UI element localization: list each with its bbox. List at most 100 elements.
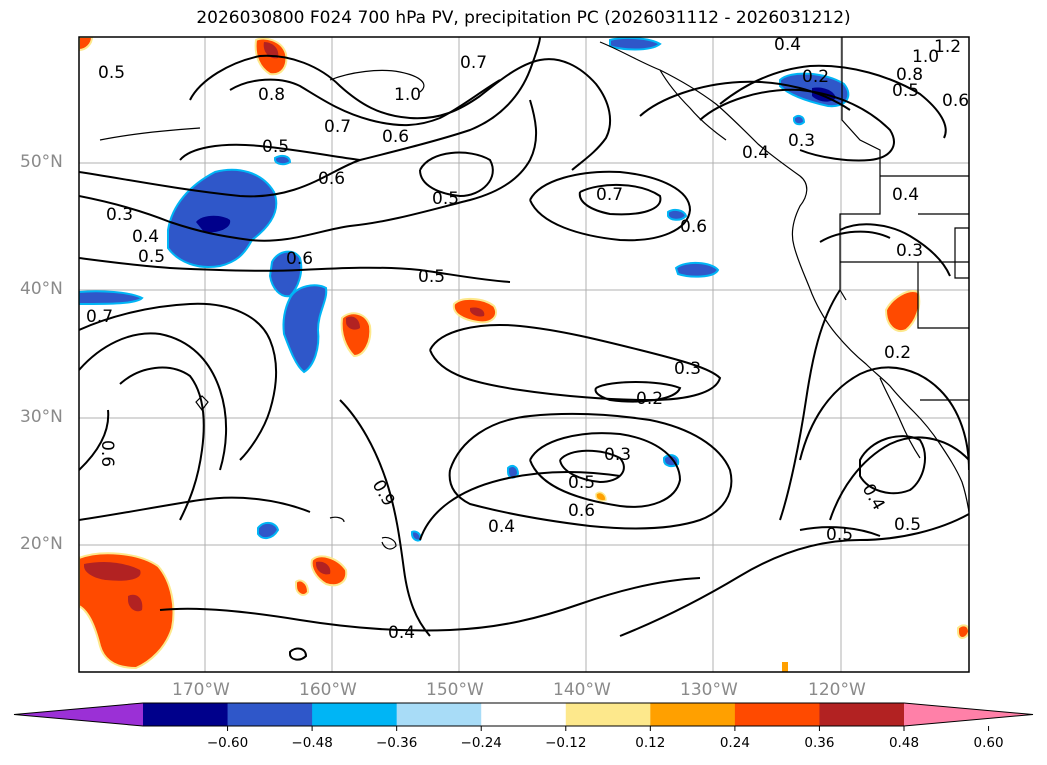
contour-label: 0.5 — [432, 189, 459, 209]
contour-label: 0.6 — [680, 217, 707, 237]
contour-label: 0.2 — [636, 389, 663, 409]
contour-label: 0.6 — [942, 91, 969, 111]
precip-blob — [667, 208, 688, 221]
precip-blob — [674, 262, 720, 278]
contour-label: 0.2 — [802, 67, 829, 87]
colorbar-tick-label: −0.24 — [460, 735, 502, 751]
contour-label: 0.4 — [774, 35, 801, 55]
contour-label: 0.6 — [97, 440, 117, 467]
colorbar-segment — [565, 703, 651, 726]
precip-blob-core — [346, 316, 360, 330]
contour-label: 1.2 — [934, 37, 961, 57]
contour-label: 0.6 — [568, 501, 595, 521]
colorbar-segment — [481, 703, 567, 726]
precip-blob-core — [470, 307, 485, 317]
precip-positive-areas — [79, 37, 969, 672]
lon-label-140w: 140°W — [553, 680, 611, 700]
precip-blob — [609, 37, 662, 51]
colorbar-segment — [819, 703, 905, 726]
precip-blob — [793, 114, 806, 126]
colorbar-segment — [734, 703, 820, 726]
contour-label: 0.3 — [674, 359, 701, 379]
map-frame — [78, 36, 970, 673]
gridlines — [79, 37, 969, 672]
contour-label: 0.5 — [892, 81, 919, 101]
contour-label: 0.5 — [262, 137, 289, 157]
contour-label: 0.6 — [382, 127, 409, 147]
colorbar-tick-label: 0.48 — [888, 735, 920, 751]
precip-blob — [257, 522, 280, 540]
precip-blob-core — [128, 594, 143, 612]
contour-labels: 0.5 0.8 0.7 1.0 0.7 0.6 0.5 0.6 0.4 0.2 … — [86, 35, 969, 643]
lon-label-120w: 120°W — [808, 680, 866, 700]
colorbar-extend-min — [14, 703, 143, 726]
contour-label: 1.0 — [394, 85, 421, 105]
colorbar-extend-max — [904, 703, 1033, 726]
colorbar-segment — [396, 703, 482, 726]
colorbar-tick-label: 0.24 — [719, 735, 750, 751]
contour-label: 0.3 — [788, 131, 815, 151]
precip-blob — [507, 465, 520, 479]
colorbar-tick-label: 0.36 — [804, 735, 835, 751]
colorbar-segment — [227, 703, 313, 726]
contour-label: 0.8 — [258, 85, 285, 105]
colorbar-segment — [312, 703, 398, 726]
contour-label: 0.3 — [106, 205, 133, 225]
lat-label-30n: 30°N — [20, 407, 63, 427]
precip-blob — [295, 579, 310, 596]
precip-blob-core — [84, 562, 141, 581]
contour-label: 0.3 — [604, 445, 631, 465]
precip-blob — [884, 290, 921, 332]
colorbar-segment — [650, 703, 736, 726]
colorbar-tick-label: −0.60 — [206, 735, 249, 751]
contour-label: 0.4 — [742, 143, 769, 163]
colorbar-segment — [143, 703, 229, 726]
lat-label-20n: 20°N — [20, 534, 63, 554]
colorbar-outline — [13, 702, 1034, 727]
contour-label: 1.0 — [912, 47, 939, 67]
lat-label-50n: 50°N — [20, 152, 63, 172]
contour-label: 0.5 — [894, 515, 921, 535]
colorbar-tick-label: −0.12 — [545, 735, 587, 751]
precip-negative-areas — [79, 37, 850, 542]
precip-blob — [411, 530, 422, 542]
contour-label: 0.4 — [488, 517, 515, 537]
precip-blob — [595, 491, 607, 502]
contour-label: 0.4 — [892, 185, 919, 205]
contour-label: 0.3 — [896, 241, 923, 261]
pv-contours — [79, 37, 969, 661]
contour-label: 0.7 — [324, 117, 351, 137]
contour-label: 0.6 — [286, 249, 313, 269]
contour-label: 0.6 — [318, 169, 345, 189]
colorbar-tick-label: 0.12 — [635, 735, 666, 751]
map-panel: 0.5 0.8 0.7 1.0 0.7 0.6 0.5 0.6 0.4 0.2 … — [78, 35, 970, 673]
precip-blob — [79, 290, 144, 305]
precip-blob — [268, 250, 303, 298]
precip-blob — [957, 624, 969, 639]
contour-label: 0.4 — [132, 227, 159, 247]
lon-label-130w: 130°W — [680, 680, 738, 700]
colorbar-tick-label: −0.48 — [291, 735, 333, 751]
contour-label: 0.5 — [826, 525, 853, 545]
precip-blob-core — [196, 215, 231, 233]
lon-label-150w: 150°W — [426, 680, 484, 700]
lon-label-170w: 170°W — [172, 680, 230, 700]
precip-blob-core — [316, 561, 331, 575]
precip-blob — [282, 284, 328, 374]
precip-blob — [274, 154, 292, 166]
contour-label: 0.5 — [98, 63, 125, 83]
colorbar-tick-label: −0.36 — [375, 735, 418, 751]
lat-label-40n: 40°N — [20, 279, 63, 299]
contour-label: 0.8 — [896, 65, 923, 85]
contour-label: 0.5 — [138, 247, 165, 267]
contour-label: 0.2 — [884, 343, 911, 363]
contour-label: 0.7 — [460, 53, 487, 73]
colorbar-tick-label: 0.60 — [973, 735, 1004, 751]
contour-label: 0.4 — [388, 623, 415, 643]
precip-blob-core — [263, 42, 279, 59]
map-title: 2026030800 F024 700 hPa PV, precipitatio… — [196, 8, 851, 28]
contour-label: 0.5 — [568, 473, 595, 493]
precip-blob — [79, 552, 175, 670]
contour-label: 0.5 — [418, 267, 445, 287]
contour-label: 0.7 — [86, 307, 113, 327]
